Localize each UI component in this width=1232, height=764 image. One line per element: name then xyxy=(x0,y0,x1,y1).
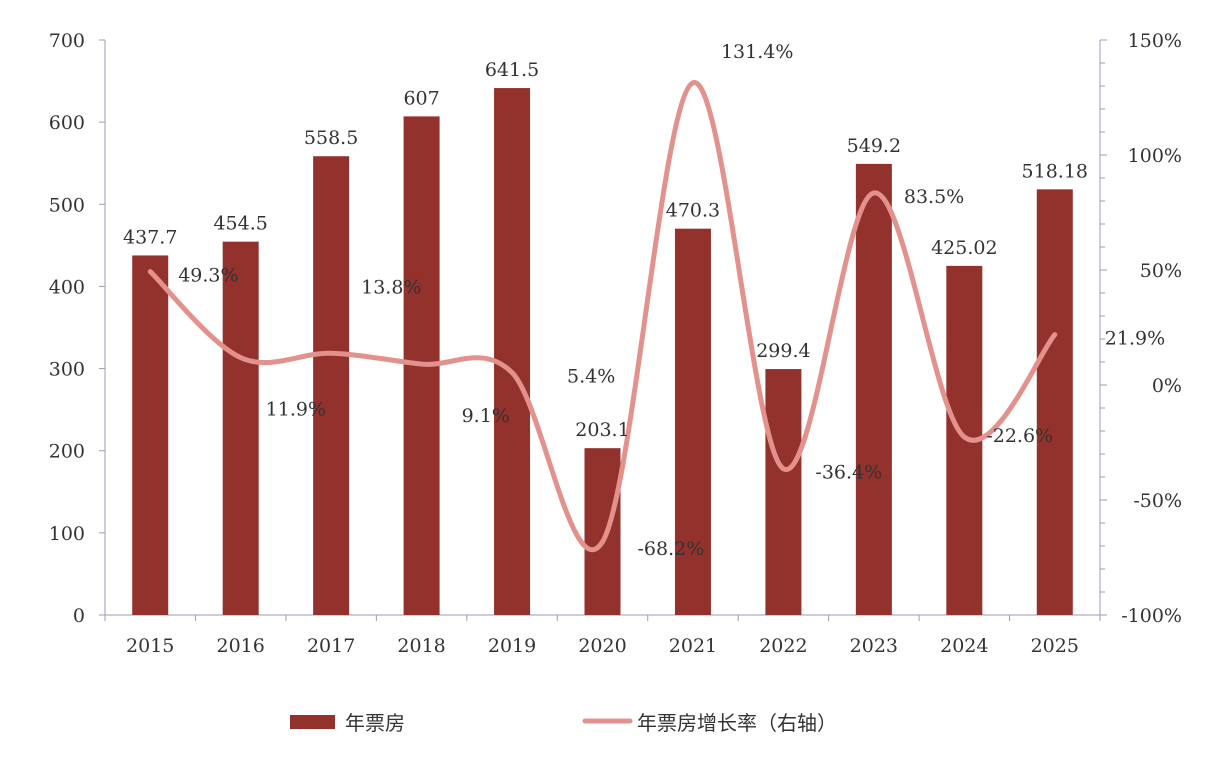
bar xyxy=(313,156,350,615)
x-tick-label: 2015 xyxy=(126,635,174,657)
right-tick-label: 100% xyxy=(1128,145,1182,167)
bar-value-label: 425.02 xyxy=(931,237,997,259)
right-tick-label: -100% xyxy=(1121,605,1182,627)
growth-rate-label: 21.9% xyxy=(1105,328,1165,350)
x-tick-label: 2021 xyxy=(669,635,717,657)
growth-rate-label: 131.4% xyxy=(721,41,793,63)
bar xyxy=(765,369,802,615)
bar xyxy=(494,88,531,615)
legend: 年票房 年票房增长率（右轴） xyxy=(290,711,837,735)
bar xyxy=(674,228,711,616)
growth-rate-label: 9.1% xyxy=(462,405,510,427)
left-tick-label: 300 xyxy=(49,359,85,381)
left-tick-label: 700 xyxy=(49,30,85,52)
bar-value-label: 607 xyxy=(403,87,439,109)
bar-value-label: 558.5 xyxy=(304,127,358,149)
growth-line xyxy=(147,80,1058,553)
bar-value-label: 641.5 xyxy=(485,59,539,81)
left-tick-label: 500 xyxy=(49,194,85,216)
x-tick-label: 2025 xyxy=(1031,635,1079,657)
right-tick-label: -50% xyxy=(1133,490,1182,512)
bar-value-label: 549.2 xyxy=(847,135,901,157)
axes: 0 100 200 300 400 500 600 700 -100% -50% 0% 50% 100%… xyxy=(49,30,1182,657)
left-tick-label: 100 xyxy=(49,523,85,545)
bar-value-label: 518.18 xyxy=(1022,160,1088,182)
growth-rate-label: 49.3% xyxy=(178,265,238,287)
legend-swatch-bar xyxy=(290,715,335,729)
left-tick-label: 200 xyxy=(49,441,85,463)
right-tick-label: 50% xyxy=(1140,260,1182,282)
x-tick-label: 2022 xyxy=(759,635,807,657)
x-tick-label: 2017 xyxy=(307,635,355,657)
x-tick-label: 2016 xyxy=(217,635,265,657)
bar-value-label: 454.5 xyxy=(213,213,267,235)
bar xyxy=(132,255,169,616)
growth-rate-label: -36.4% xyxy=(815,462,882,484)
growth-line-path xyxy=(147,80,1058,553)
right-tick-label: 150% xyxy=(1128,30,1182,52)
growth-rate-label: 83.5% xyxy=(904,186,964,208)
bar-value-label: 299.4 xyxy=(756,340,810,362)
left-tick-label: 0 xyxy=(73,605,85,627)
x-tick-label: 2023 xyxy=(850,635,898,657)
data-labels: 437.7 454.5 558.5 607 641.5 203.1 470.3 299.4 54… xyxy=(123,41,1165,560)
bar-value-label: 470.3 xyxy=(666,200,720,222)
growth-rate-label: -22.6% xyxy=(986,425,1053,447)
legend-label-line: 年票房增长率（右轴） xyxy=(637,711,837,735)
growth-rate-label: 13.8% xyxy=(361,276,421,298)
bar-value-label: 203.1 xyxy=(575,419,629,441)
growth-rate-label: 11.9% xyxy=(266,399,326,421)
growth-rate-label: -68.2% xyxy=(638,538,705,560)
bar xyxy=(855,163,892,615)
bar xyxy=(1036,189,1073,615)
growth-rate-label: 5.4% xyxy=(567,366,615,388)
left-tick-label: 400 xyxy=(49,276,85,298)
x-tick-label: 2020 xyxy=(578,635,626,657)
legend-label-bar: 年票房 xyxy=(345,711,405,735)
right-tick-label: 0% xyxy=(1152,375,1182,397)
bar-value-label: 437.7 xyxy=(123,226,177,248)
x-tick-label: 2024 xyxy=(940,635,988,657)
left-tick-label: 600 xyxy=(49,112,85,134)
x-tick-label: 2019 xyxy=(488,635,536,657)
bars xyxy=(132,88,1073,616)
bar xyxy=(222,241,259,616)
x-tick-label: 2018 xyxy=(397,635,445,657)
bar xyxy=(584,448,621,615)
